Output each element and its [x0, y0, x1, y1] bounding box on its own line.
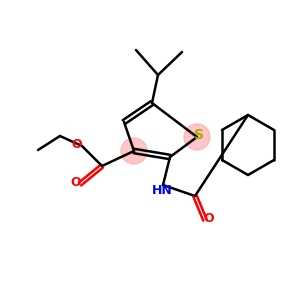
Circle shape — [184, 124, 210, 150]
Text: O: O — [204, 212, 214, 226]
Circle shape — [121, 138, 147, 164]
Text: O: O — [71, 176, 81, 190]
Text: S: S — [194, 128, 204, 142]
Text: HN: HN — [152, 184, 172, 196]
Text: O: O — [72, 139, 82, 152]
